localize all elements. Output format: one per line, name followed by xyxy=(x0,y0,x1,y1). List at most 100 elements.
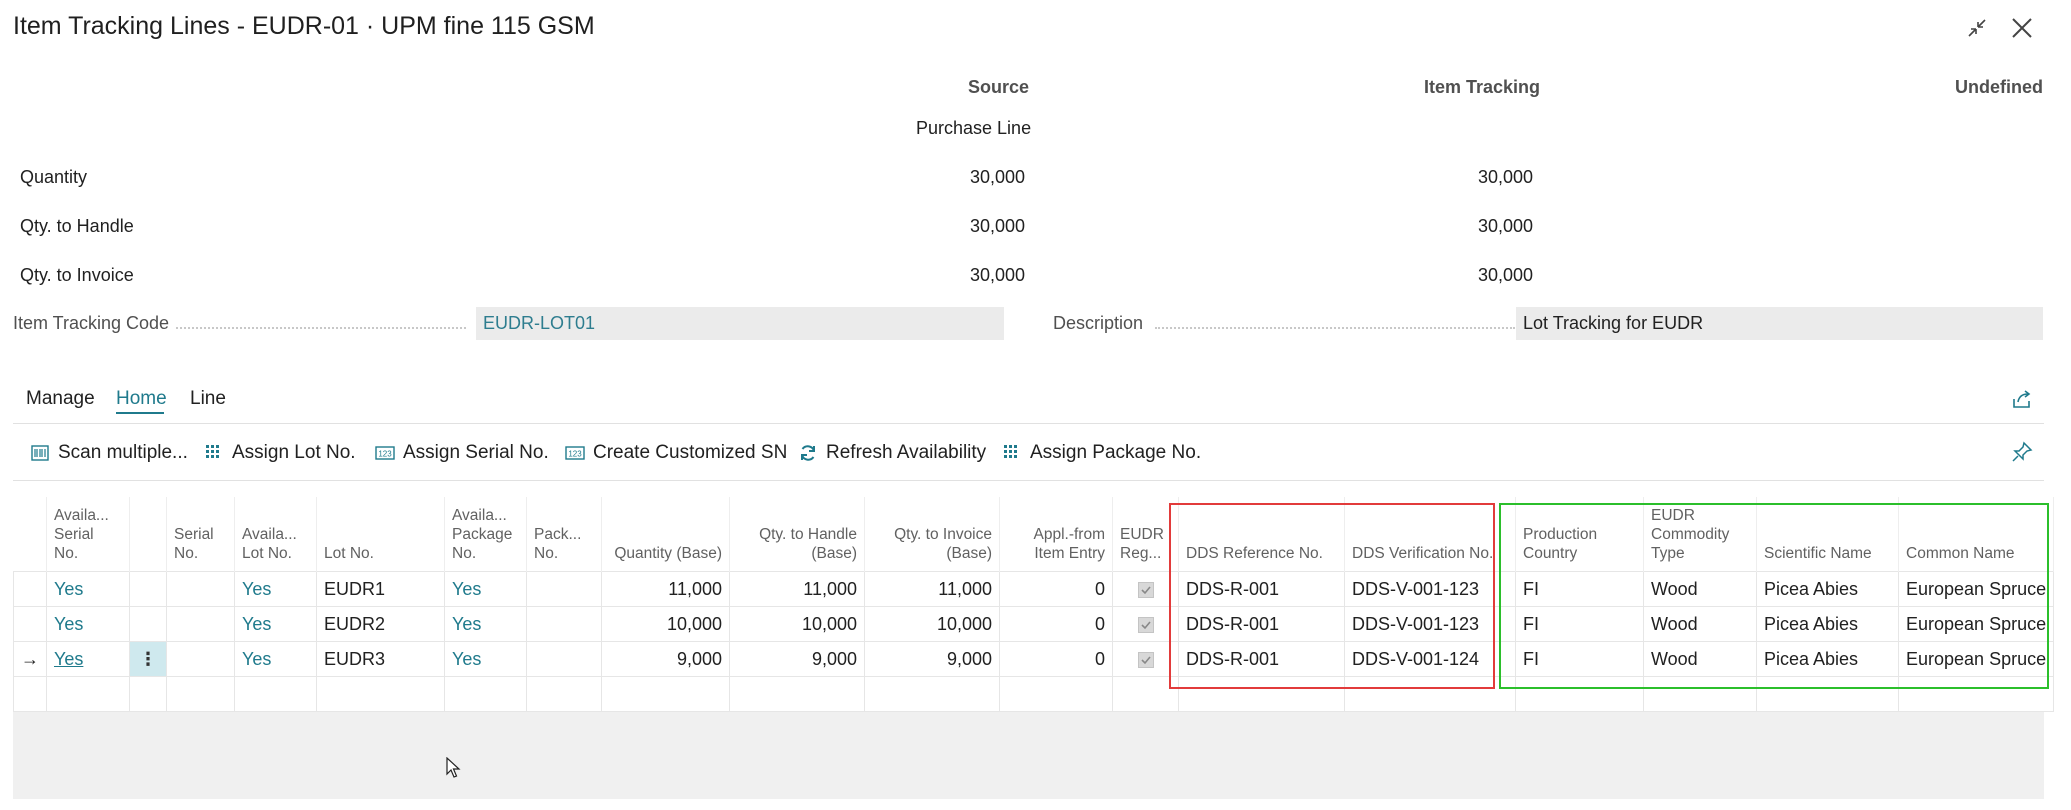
item-tracking-code-field[interactable]: EUDR-LOT01 xyxy=(476,307,1004,340)
eudr-commodity-cell[interactable]: Wood xyxy=(1643,606,1757,642)
prod-country-cell[interactable]: FI xyxy=(1515,571,1644,607)
avail-serial-cell[interactable]: Yes xyxy=(46,606,130,642)
pin-icon[interactable] xyxy=(2010,440,2034,464)
dds-ref-cell[interactable]: DDS-R-001 xyxy=(1178,606,1345,642)
eudr-reg-cell[interactable] xyxy=(1112,641,1179,677)
qty-invoice-base-cell[interactable]: 10,000 xyxy=(864,606,1000,642)
dds-verif-cell[interactable]: DDS-V-001-124 xyxy=(1344,641,1516,677)
empty-cell[interactable] xyxy=(234,676,317,712)
avail-package-cell[interactable]: Yes xyxy=(444,641,527,677)
scientific-name-cell[interactable]: Picea Abies xyxy=(1756,606,1899,642)
serial-no-cell[interactable] xyxy=(166,606,235,642)
avail-lot-cell[interactable]: Yes xyxy=(234,571,317,607)
column-header-lot-no[interactable]: Lot No. xyxy=(316,497,445,572)
column-header-eudr-commodity[interactable]: EUDR Commodity Type xyxy=(1643,497,1757,572)
tab-manage[interactable]: Manage xyxy=(26,388,95,409)
column-header-scientific-name[interactable]: Scientific Name xyxy=(1756,497,1899,572)
assign-package-no-button[interactable]: Assign Package No. xyxy=(1002,438,1201,468)
column-header-qty-handle-base[interactable]: Qty. to Handle (Base) xyxy=(729,497,865,572)
lot-no-cell[interactable]: EUDR1 xyxy=(316,571,445,607)
dds-ref-cell[interactable]: DDS-R-001 xyxy=(1178,641,1345,677)
close-icon[interactable] xyxy=(2008,14,2036,42)
create-customized-sn-button[interactable]: 123 Create Customized SN xyxy=(565,438,787,468)
share-icon[interactable] xyxy=(2010,387,2034,411)
column-header-quantity-base[interactable]: Quantity (Base) xyxy=(601,497,730,572)
column-header-prod-country[interactable]: Production Country xyxy=(1515,497,1644,572)
package-no-cell[interactable] xyxy=(526,641,602,677)
quantity-base-cell[interactable]: 11,000 xyxy=(601,571,730,607)
avail-package-cell[interactable]: Yes xyxy=(444,571,527,607)
refresh-availability-button[interactable]: Refresh Availability xyxy=(798,438,986,468)
empty-cell[interactable] xyxy=(864,676,1000,712)
quantity-base-cell[interactable]: 10,000 xyxy=(601,606,730,642)
column-header-eudr-reg[interactable]: EUDR Reg... xyxy=(1112,497,1179,572)
lot-no-cell[interactable]: EUDR3 xyxy=(316,641,445,677)
empty-cell[interactable] xyxy=(999,676,1113,712)
eudr-commodity-cell[interactable]: Wood xyxy=(1643,571,1757,607)
column-header-avail-lot[interactable]: Availa... Lot No. xyxy=(234,497,317,572)
empty-cell[interactable] xyxy=(166,676,235,712)
empty-cell[interactable] xyxy=(1515,676,1644,712)
qty-handle-base-cell[interactable]: 11,000 xyxy=(729,571,865,607)
empty-cell[interactable] xyxy=(729,676,865,712)
column-header-common-name[interactable]: Common Name xyxy=(1898,497,2055,572)
dds-ref-cell[interactable]: DDS-R-001 xyxy=(1178,571,1345,607)
dds-verif-cell[interactable]: DDS-V-001-123 xyxy=(1344,571,1516,607)
avail-serial-cell[interactable]: Yes xyxy=(46,571,130,607)
collapse-icon[interactable] xyxy=(1963,14,1991,42)
eudr-reg-checkbox[interactable] xyxy=(1137,616,1154,633)
avail-lot-cell[interactable]: Yes xyxy=(234,606,317,642)
empty-cell[interactable] xyxy=(1897,676,2055,712)
assign-serial-no-button[interactable]: 123 Assign Serial No. xyxy=(375,438,549,468)
table-row-empty[interactable] xyxy=(13,676,2055,712)
serial-no-cell[interactable] xyxy=(166,641,235,677)
scan-multiple-button[interactable]: Scan multiple... xyxy=(30,438,188,468)
eudr-reg-checkbox[interactable] xyxy=(1137,581,1154,598)
empty-cell[interactable] xyxy=(316,676,445,712)
column-header-qty-invoice-base[interactable]: Qty. to Invoice (Base) xyxy=(864,497,1000,572)
assign-lot-no-button[interactable]: Assign Lot No. xyxy=(204,438,356,468)
prod-country-cell[interactable]: FI xyxy=(1515,641,1644,677)
empty-cell[interactable] xyxy=(1344,676,1516,712)
column-header-avail-package[interactable]: Availa... Package No. xyxy=(444,497,527,572)
scientific-name-cell[interactable]: Picea Abies xyxy=(1756,641,1899,677)
common-name-cell[interactable]: European Spruce xyxy=(1897,571,2055,607)
column-header-serial-no[interactable]: Serial No. xyxy=(166,497,235,572)
row-menu-icon[interactable]: ⋮ xyxy=(129,641,167,677)
eudr-reg-cell[interactable] xyxy=(1112,606,1179,642)
eudr-reg-cell[interactable] xyxy=(1112,571,1179,607)
common-name-cell[interactable]: European Spruce xyxy=(1897,606,2055,642)
prod-country-cell[interactable]: FI xyxy=(1515,606,1644,642)
column-header-appl-from[interactable]: Appl.-from Item Entry xyxy=(999,497,1113,572)
appl-from-cell[interactable]: 0 xyxy=(999,571,1113,607)
empty-cell[interactable] xyxy=(1112,676,1179,712)
column-header-dds-ref[interactable]: DDS Reference No. xyxy=(1178,497,1345,572)
package-no-cell[interactable] xyxy=(526,571,602,607)
appl-from-cell[interactable]: 0 xyxy=(999,641,1113,677)
appl-from-cell[interactable]: 0 xyxy=(999,606,1113,642)
empty-cell[interactable] xyxy=(46,676,130,712)
empty-cell[interactable] xyxy=(601,676,730,712)
description-field[interactable]: Lot Tracking for EUDR xyxy=(1516,307,2043,340)
quantity-base-cell[interactable]: 9,000 xyxy=(601,641,730,677)
empty-cell[interactable] xyxy=(444,676,527,712)
column-header-package-no[interactable]: Pack... No. xyxy=(526,497,602,572)
dds-verif-cell[interactable]: DDS-V-001-123 xyxy=(1344,606,1516,642)
eudr-reg-checkbox[interactable] xyxy=(1137,651,1154,668)
package-no-cell[interactable] xyxy=(526,606,602,642)
lot-no-cell[interactable]: EUDR2 xyxy=(316,606,445,642)
qty-handle-base-cell[interactable]: 10,000 xyxy=(729,606,865,642)
empty-cell[interactable] xyxy=(526,676,602,712)
avail-lot-cell[interactable]: Yes xyxy=(234,641,317,677)
empty-cell[interactable] xyxy=(1643,676,1757,712)
qty-invoice-base-cell[interactable]: 9,000 xyxy=(864,641,1000,677)
eudr-commodity-cell[interactable]: Wood xyxy=(1643,641,1757,677)
serial-no-cell[interactable] xyxy=(166,571,235,607)
common-name-cell[interactable]: European Spruce xyxy=(1897,641,2055,677)
table-row[interactable]: Yes Yes EUDR1 Yes 11,000 11,000 11,000 0… xyxy=(13,571,2055,607)
tab-line[interactable]: Line xyxy=(190,388,226,409)
scientific-name-cell[interactable]: Picea Abies xyxy=(1756,571,1899,607)
avail-package-cell[interactable]: Yes xyxy=(444,606,527,642)
avail-serial-cell[interactable]: Yes xyxy=(46,641,130,677)
tab-home[interactable]: Home xyxy=(116,388,167,409)
